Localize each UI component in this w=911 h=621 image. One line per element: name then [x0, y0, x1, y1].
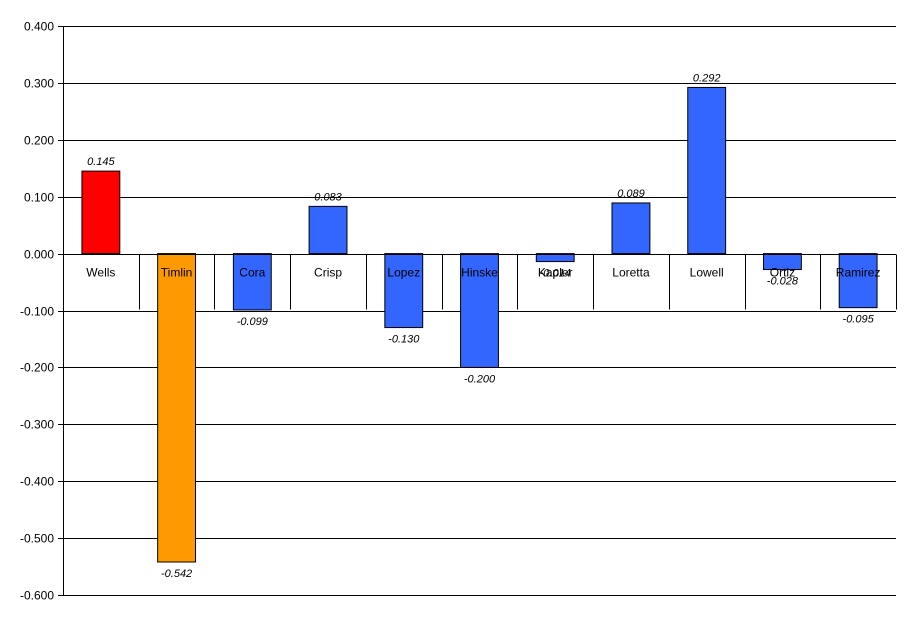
category-label: Timlin [161, 266, 193, 280]
bar [838, 253, 878, 309]
axes [58, 26, 897, 596]
bar [81, 170, 121, 255]
y-tick-label: -0.100 [20, 305, 54, 319]
data-label: -0.200 [464, 373, 496, 385]
y-tick-label: -0.400 [20, 475, 54, 489]
data-label: 0.083 [314, 191, 342, 203]
bar [762, 253, 802, 271]
category-label: Loretta [612, 266, 650, 280]
bar [308, 205, 348, 255]
y-tick-label: -0.200 [20, 361, 54, 375]
data-label: -0.130 [388, 334, 420, 346]
category-label: Wells [86, 266, 115, 280]
y-tick-label: -0.300 [20, 418, 54, 432]
category-label: Ramirez [836, 266, 881, 280]
bar [611, 202, 651, 255]
bars [81, 86, 878, 563]
bar [535, 253, 575, 263]
y-tick-label: -0.600 [20, 589, 54, 603]
y-tick-label: 0.100 [24, 191, 54, 205]
data-label: 0.292 [693, 72, 721, 84]
y-tick-label: 0.000 [24, 248, 54, 262]
data-label: -0.095 [843, 314, 875, 326]
bar [460, 253, 499, 368]
bar [157, 253, 197, 563]
y-tick-label: -0.500 [20, 532, 54, 546]
category-label: Lowell [690, 266, 724, 280]
data-label: -0.099 [237, 316, 268, 328]
y-tick-label: 0.300 [24, 77, 54, 91]
data-label: -0.014 [540, 268, 571, 280]
bar [687, 86, 727, 255]
y-tick-label: 0.200 [24, 134, 54, 148]
category-label: Lopez [387, 266, 420, 280]
category-label: Cora [239, 266, 265, 280]
category-label: Crisp [314, 266, 342, 280]
y-tick-label: 0.400 [24, 20, 54, 34]
data-label: -0.542 [161, 568, 192, 580]
bar [384, 253, 424, 329]
data-label: 0.089 [617, 188, 645, 200]
category-label: Hinske [461, 266, 498, 280]
data-label: 0.145 [87, 156, 115, 168]
category-label: Kapler [538, 266, 573, 280]
bar [232, 253, 272, 311]
data-label: -0.028 [767, 276, 799, 288]
category-label: Ortiz [770, 266, 795, 280]
labels: 0.400 0.300 0.200 0.100 0.000 -0.100 -0.200 -0.… [20, 20, 881, 603]
